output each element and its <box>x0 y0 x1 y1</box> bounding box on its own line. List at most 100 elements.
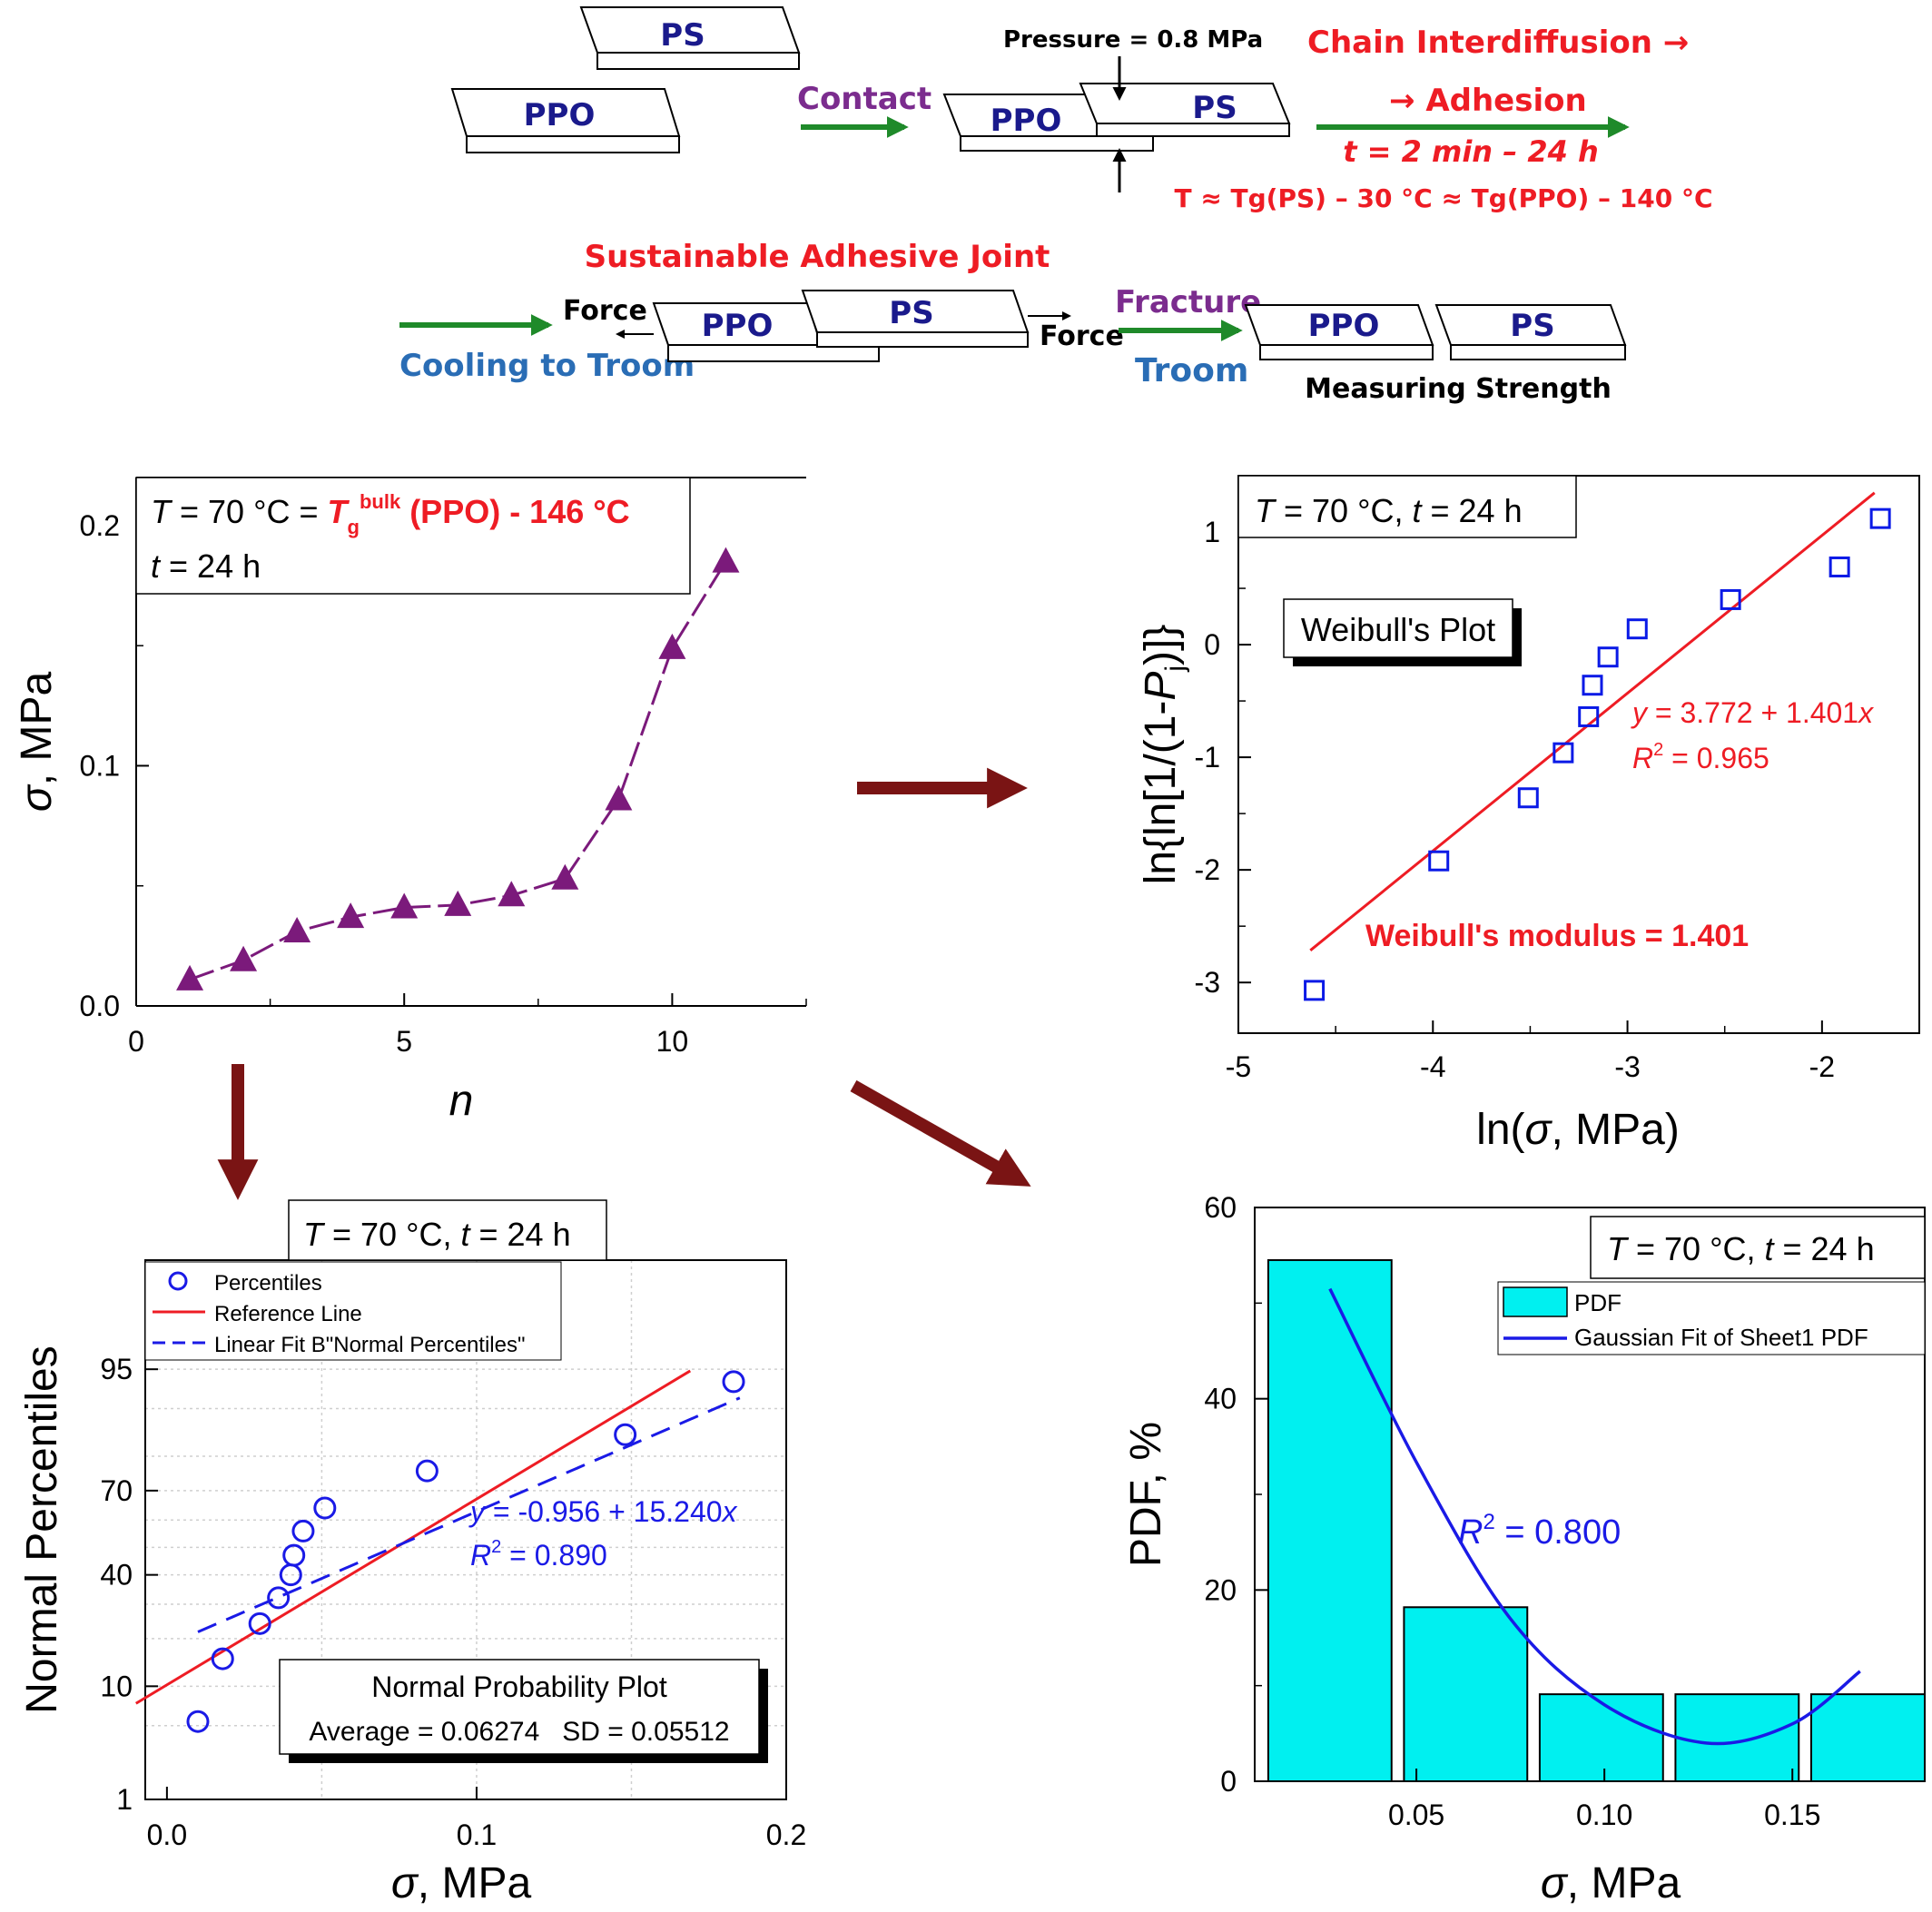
fracture-label: Fracture <box>1115 284 1261 320</box>
sustainable-joint-title: Sustainable Adhesive Joint <box>585 239 1050 275</box>
panel-b-equation: y = 3.772 + 1.401x <box>1631 696 1874 729</box>
adhesion-label: → Adhesion <box>1389 83 1587 119</box>
ppo-label-joint: PPO <box>991 103 1062 139</box>
panel-a-y-tick-label: 0.1 <box>80 749 120 782</box>
panel-b-x-tick-label: -3 <box>1614 1050 1640 1083</box>
panel-c-y-tick-label: 1 <box>116 1783 133 1816</box>
panel-a-triangle-point <box>712 547 740 573</box>
panel-b-square-point <box>1626 618 1648 640</box>
panel-b-square-point <box>1869 508 1891 529</box>
contact-label: Contact <box>797 81 932 117</box>
panel-c-legend-circle-icon <box>168 1271 188 1291</box>
panel-c-percentile-point <box>291 1519 315 1542</box>
panel-b-y-tick-label: -2 <box>1195 853 1220 886</box>
panel-a-triangle-point <box>283 916 311 942</box>
panel-a-annotation-1: T = 70 °C = Tgbulk (PPO) - 146 °C <box>151 490 630 538</box>
panel-d-x-tick-label: 0.15 <box>1764 1799 1820 1831</box>
panel-c-box-title: Normal Probability Plot <box>371 1671 667 1703</box>
panel-a-strength-vs-n: 0 5 10 0.0 0.1 0.2 n σ, MPa T = 70 °C = Tgbul… <box>13 477 807 1125</box>
panel-c-annotation: T = 70 °C, t = 24 h <box>303 1216 571 1253</box>
panel-d-bar <box>1538 1693 1664 1782</box>
panel-c-legend-0: Percentiles <box>214 1271 322 1296</box>
panel-d-gauss-fit <box>1328 1287 1861 1746</box>
panel-b-series <box>1304 508 1891 1001</box>
panel-c-series <box>186 1370 745 1733</box>
panel-c-legend <box>144 1261 562 1361</box>
ppo-plate-top: PPO <box>450 88 681 153</box>
panel-c-percentile-point <box>614 1423 637 1446</box>
panel-a-line <box>189 560 727 981</box>
panel-c-percentile-point <box>248 1611 271 1635</box>
panel-c-percentile-point <box>313 1496 337 1520</box>
temperature-label: T ≈ Tg(PS) – 30 °C ≈ Tg(PPO) – 140 °C <box>1174 183 1712 213</box>
ps-label: PS <box>660 17 705 54</box>
panel-d-y-tick-label: 60 <box>1204 1191 1237 1224</box>
schematic-row-2: Sustainable Adhesive Joint Cooling to Tr… <box>399 239 1627 405</box>
panel-c-stats-box <box>279 1659 760 1755</box>
panel-c-y-tick-label: 95 <box>100 1353 133 1385</box>
panel-a-annotation-box <box>135 477 691 595</box>
panel-c-y-tick-label: 10 <box>100 1670 133 1702</box>
panel-d-bar <box>1403 1606 1529 1782</box>
fractured-plates: PPO PS <box>1244 304 1627 360</box>
panel-d-annotation-box <box>1590 1216 1926 1279</box>
panel-d-bar <box>1267 1258 1393 1782</box>
panel-b-y-tick-label: -1 <box>1195 741 1220 774</box>
panel-a-x-tick-label: 5 <box>396 1025 412 1058</box>
panel-b-y-tick-label: 1 <box>1204 516 1220 548</box>
adhesive-joint-plates: PPO PS <box>652 290 1030 362</box>
panel-b-weibull: -5 -4 -3 -2 -3 -2 -1 0 1 ln(σ, MPa) ln{ln[1/(1-P… <box>1137 475 1920 1154</box>
panel-b-legend-box <box>1283 598 1513 658</box>
panel-c-legend-2: Linear Fit B"Normal Percentiles" <box>214 1333 526 1357</box>
panel-d-bars <box>1267 1258 1927 1782</box>
panel-c-percentile-point <box>211 1647 234 1671</box>
panel-b-modulus: Weibull's modulus = 1.401 <box>1365 919 1749 953</box>
panel-c-box-stats: Average = 0.06274 SD = 0.05512 <box>309 1717 729 1747</box>
panel-c-r2: R2 = 0.890 <box>470 1537 607 1572</box>
panel-d-legend-1: Gaussian Fit of Sheet1 PDF <box>1574 1324 1868 1351</box>
panel-b-square-point <box>1552 742 1574 764</box>
panel-c-annotation-box <box>288 1199 607 1261</box>
ps-label-joint2: PS <box>889 295 933 331</box>
cooling-label: Cooling to Troom <box>399 348 695 384</box>
chain-interdiffusion-label: Chain Interdiffusion → <box>1307 25 1689 61</box>
force-left-label: Force <box>563 295 647 327</box>
panel-c-y-tick-label: 70 <box>100 1474 133 1507</box>
panel-c-reference-line <box>134 1369 692 1705</box>
panel-a-y-tick-label: 0.2 <box>80 509 120 542</box>
panel-d-bar <box>1809 1693 1927 1782</box>
panel-a-triangle-point <box>230 945 258 971</box>
panel-c-normal-probability: 0.0 0.1 0.2 1 10 40 70 95 σ, MPa Normal Percent… <box>18 1199 806 1907</box>
panel-c-legend-1: Reference Line <box>214 1302 362 1326</box>
ppo-label: PPO <box>524 97 596 133</box>
panel-a-triangle-point <box>551 863 579 890</box>
panel-a-annotation-2: t = 24 h <box>151 547 261 585</box>
panel-d-r2: R2 = 0.800 <box>1458 1510 1621 1552</box>
panel-a-triangle-point <box>605 784 633 811</box>
panel-c-x-tick-label: 0.0 <box>147 1818 187 1851</box>
ps-label-joint: PS <box>1192 90 1237 126</box>
flow-arrows <box>217 767 1031 1200</box>
panel-b-annotation-box <box>1237 475 1577 538</box>
panel-b-legend-title: Weibull's Plot <box>1301 611 1495 648</box>
troom-label: Troom <box>1135 352 1248 389</box>
panel-b-x-tick-label: -4 <box>1420 1050 1445 1083</box>
panel-a-series <box>176 547 740 990</box>
panel-d-y-tick-label: 0 <box>1220 1765 1237 1798</box>
panel-c-y-tick-label: 40 <box>100 1559 133 1592</box>
panel-b-x-tick-label: -2 <box>1809 1050 1835 1083</box>
panel-d-y-label: PDF, % <box>1122 1422 1170 1567</box>
panel-d-pdf-histogram: 0.05 0.10 0.15 0 20 40 60 σ, MPa PDF, % T = 70… <box>1122 1191 1927 1907</box>
panel-b-x-label: ln(σ, MPa) <box>1476 1106 1680 1154</box>
panel-a-y-label: σ, MPa <box>13 672 61 813</box>
panel-b-square-point <box>1582 675 1603 696</box>
panel-d-annotation: T = 70 °C, t = 24 h <box>1607 1230 1875 1267</box>
panel-b-y-label: ln{ln[1/(1-Pj)]} <box>1137 625 1190 885</box>
panel-b-fit-line <box>1309 491 1876 951</box>
panel-b-r2: R2 = 0.965 <box>1632 740 1769 774</box>
ppo-ps-joint-pressed: PPO PS <box>942 83 1291 152</box>
panel-c-x-label: σ, MPa <box>391 1859 532 1907</box>
panel-b-ticks: -5 -4 -3 -2 -3 -2 -1 0 1 <box>1195 516 1920 1083</box>
panel-d-bar <box>1674 1693 1800 1782</box>
ppo-label-fractured: PPO <box>1308 308 1380 344</box>
